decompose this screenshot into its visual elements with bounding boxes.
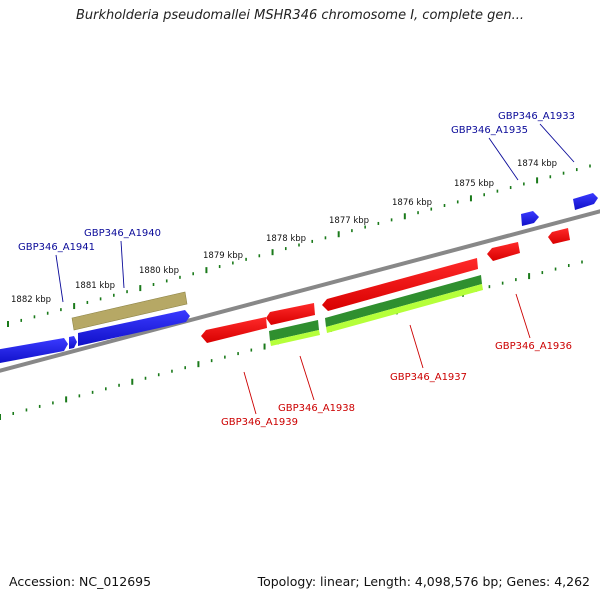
green-feature-1938 bbox=[269, 320, 319, 341]
callout-line bbox=[299, 355, 315, 401]
gene-arrow-a1933[interactable] bbox=[573, 193, 598, 210]
gene-arrow-small[interactable] bbox=[69, 336, 77, 349]
ruler-tick-label: 1877 kbp bbox=[329, 216, 369, 226]
ruler-tick-label: 1876 kbp bbox=[392, 198, 432, 208]
gene-label-g1941[interactable]: GBP346_A1941 bbox=[18, 242, 95, 253]
ruler-tick-label: 1874 kbp bbox=[517, 159, 557, 169]
ruler-tick-label: 1880 kbp bbox=[139, 266, 179, 276]
olive-feature bbox=[71, 291, 188, 331]
gene-arrow-a1936[interactable] bbox=[487, 242, 520, 261]
chromosome-backbone bbox=[0, 209, 600, 373]
gene-label-g1938[interactable]: GBP346_A1938 bbox=[278, 403, 355, 414]
gene-arrow-a1938[interactable] bbox=[266, 303, 315, 325]
ruler-tick-label: 1878 kbp bbox=[266, 234, 306, 244]
callout-line bbox=[120, 240, 125, 289]
gene-arrow-a1935[interactable] bbox=[521, 211, 539, 226]
callout-line bbox=[243, 371, 257, 415]
lime-feature-1938 bbox=[270, 330, 320, 346]
callout-line bbox=[409, 324, 424, 369]
callout-line bbox=[488, 137, 519, 181]
lime-feature-1937 bbox=[326, 284, 483, 333]
gene-arrow-a1937[interactable] bbox=[322, 258, 478, 311]
callout-line bbox=[55, 254, 64, 303]
gene-arrow-a1940[interactable] bbox=[78, 310, 190, 346]
map-title: Burkholderia pseudomallei MSHR346 chromo… bbox=[75, 8, 525, 23]
gene-arrow-a1939[interactable] bbox=[201, 317, 267, 343]
gene-label-g1940[interactable]: GBP346_A1940 bbox=[84, 228, 161, 239]
ruler-tick-label: 1881 kbp bbox=[75, 281, 115, 291]
reverse-features bbox=[201, 228, 570, 346]
genome-stats-text: Topology: linear; Length: 4,098,576 bp; … bbox=[257, 574, 590, 589]
ruler-tick-labels: 1882 kbp 1881 kbp 1880 kbp 1879 kbp 1878 kbp… bbox=[11, 159, 557, 305]
green-feature-1937 bbox=[325, 275, 482, 327]
ruler-tick-label: 1875 kbp bbox=[454, 179, 494, 189]
gene-arrow-right[interactable] bbox=[548, 228, 570, 244]
forward-features bbox=[0, 193, 598, 364]
ruler-upper-ticks bbox=[7, 164, 591, 327]
ruler-tick-label: 1879 kbp bbox=[203, 251, 243, 261]
callout-line bbox=[515, 293, 531, 339]
gene-label-g1939[interactable]: GBP346_A1939 bbox=[221, 417, 298, 428]
gene-label-g1935[interactable]: GBP346_A1935 bbox=[451, 125, 528, 136]
ruler-tick-label: 1882 kbp bbox=[11, 295, 51, 305]
accession-text: Accession: NC_012695 bbox=[9, 574, 152, 589]
gene-callouts: GBP346_A1941 GBP346_A1940 GBP346_A1935 GBP3… bbox=[18, 111, 575, 428]
gene-label-g1937[interactable]: GBP346_A1937 bbox=[390, 372, 467, 383]
callout-line bbox=[539, 123, 575, 163]
gene-label-g1933[interactable]: GBP346_A1933 bbox=[498, 111, 575, 122]
gene-arrow-a1941[interactable] bbox=[0, 338, 68, 364]
gene-label-g1936[interactable]: GBP346_A1936 bbox=[495, 341, 572, 352]
